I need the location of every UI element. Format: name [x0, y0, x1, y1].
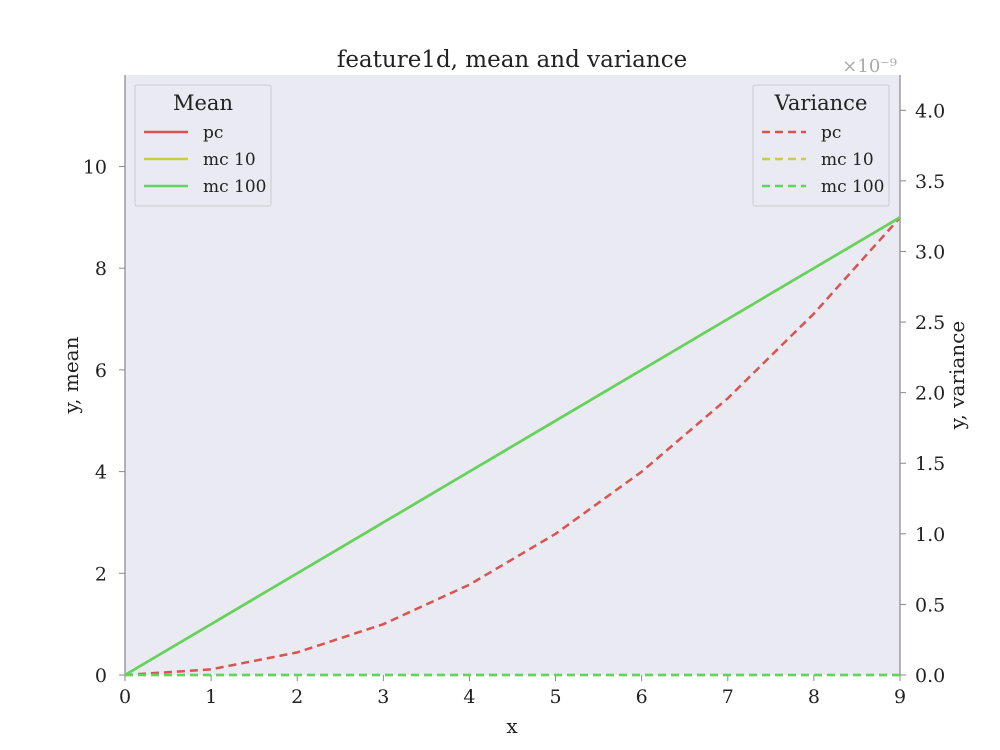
- x-tick-label: 6: [636, 686, 648, 708]
- variance-legend: Variance pc mc 10 mc 100: [752, 84, 890, 207]
- y-right-tick-label: 0.0: [915, 665, 945, 687]
- variance-legend-label: mc 10: [821, 150, 874, 170]
- legends: Mean pc mc 10 mc 100 Variance pc mc 10 mc 100: [134, 84, 890, 207]
- mean-line-mc-100: [124, 216, 901, 677]
- mean-legend-label: mc 10: [203, 150, 256, 170]
- y-right-tick-label: 1.0: [915, 524, 945, 546]
- y-right-tick-label: 1.5: [915, 453, 945, 475]
- y-right-tick-label: 2.5: [915, 312, 945, 334]
- mean-legend: Mean pc mc 10 mc 100: [134, 84, 272, 207]
- x-tick-label: 3: [377, 686, 389, 708]
- y-axis-label-left: y, mean: [59, 336, 83, 414]
- right-axis-offset: ×10⁻⁹: [842, 56, 897, 77]
- x-tick-label: 2: [291, 686, 303, 708]
- x-tick-label: 0: [119, 686, 131, 708]
- y-right-tick-label: 0.5: [915, 594, 945, 616]
- y-axis-label-right: y, variance: [945, 321, 969, 430]
- variance-line-pc: [124, 216, 901, 677]
- chart-title: feature1d, mean and variance: [337, 47, 687, 73]
- x-tick-label: 5: [550, 686, 562, 708]
- y-left-tick-label: 4: [95, 462, 107, 484]
- y-left-tick-label: 6: [95, 360, 107, 382]
- variance-legend-label: mc 100: [821, 177, 885, 197]
- mean-legend-title: Mean: [173, 91, 233, 115]
- mean-legend-label: pc: [203, 123, 223, 143]
- x-axis-label: x: [506, 714, 518, 738]
- y-right-tick-label: 2.0: [915, 383, 945, 405]
- y-right-tick-label: 4.0: [915, 100, 945, 122]
- y-right-tick-label: 3.0: [915, 241, 945, 263]
- series-lines: [124, 216, 901, 677]
- y-right-tick-label: 3.5: [915, 171, 945, 193]
- variance-legend-label: pc: [821, 123, 841, 143]
- x-tick-label: 1: [205, 686, 217, 708]
- variance-legend-box: [752, 84, 890, 207]
- axes: 0 1 2 3 4 5 6 7 8 9 0 2 4 6 8 10 0.0 0.5 1.0 1.5 2.0 2.5 3.0 3.…: [83, 75, 945, 708]
- y-left-tick-label: 0: [95, 665, 107, 687]
- x-tick-label: 9: [894, 686, 906, 708]
- variance-legend-title: Variance: [774, 91, 868, 115]
- y-left-tick-label: 10: [83, 157, 107, 179]
- x-tick-label: 8: [808, 686, 820, 708]
- x-tick-label: 4: [463, 686, 475, 708]
- mean-legend-box: [134, 84, 272, 207]
- x-tick-label: 7: [722, 686, 734, 708]
- y-left-tick-label: 8: [95, 258, 107, 280]
- mean-legend-label: mc 100: [203, 177, 267, 197]
- y-left-tick-label: 2: [95, 563, 107, 585]
